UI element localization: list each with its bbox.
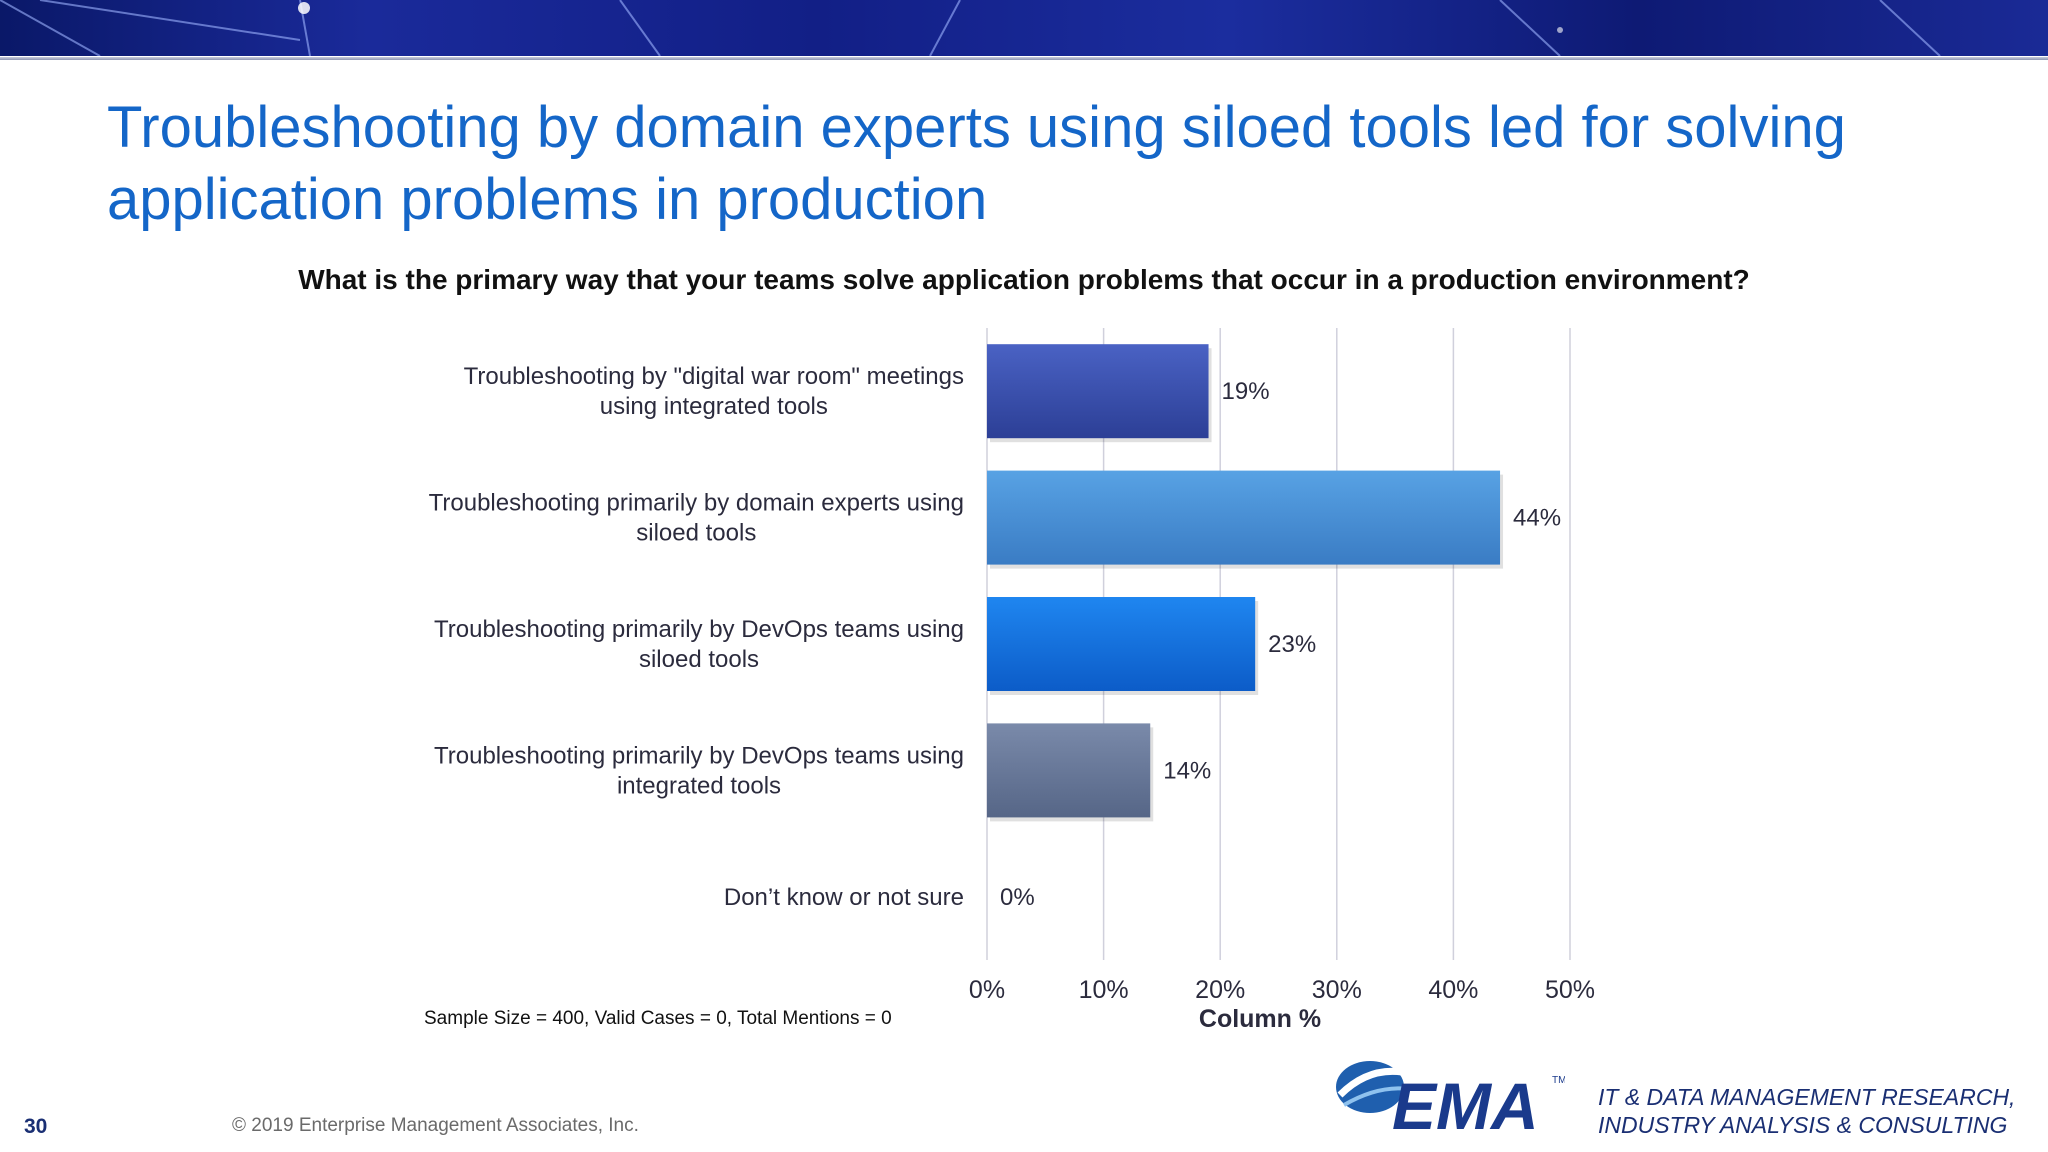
header-rule — [0, 57, 2048, 60]
logo-trademark: TM — [1552, 1075, 1565, 1086]
category-label: Troubleshooting primarily by domain expe… — [429, 490, 964, 517]
category-label: integrated tools — [617, 772, 781, 799]
data-label: 44% — [1513, 505, 1561, 532]
globe-swoosh-icon — [1336, 1061, 1411, 1113]
category-label: siloed tools — [639, 646, 759, 673]
network-decoration — [0, 0, 1941, 56]
tagline: IT & DATA MANAGEMENT RESEARCH, INDUSTRY … — [1598, 1083, 2015, 1139]
header-banner — [0, 0, 2048, 56]
data-label: 23% — [1268, 631, 1316, 658]
ema-logo: EMA TM — [1336, 1061, 1565, 1135]
bar — [987, 470, 1501, 565]
page-number: 30 — [24, 1115, 48, 1138]
slide-title: Troubleshooting by domain experts using … — [107, 95, 1846, 232]
category-label: Troubleshooting primarily by DevOps team… — [434, 616, 964, 643]
data-label: 0% — [1000, 884, 1035, 911]
x-tick-label: 0% — [969, 976, 1005, 1004]
x-tick-label: 20% — [1195, 976, 1245, 1004]
x-tick-label: 30% — [1312, 976, 1362, 1004]
category-label: siloed tools — [636, 520, 756, 547]
data-label: 14% — [1163, 757, 1211, 784]
x-tick-label: 10% — [1079, 976, 1129, 1004]
logo-text: EMA — [1392, 1069, 1539, 1135]
survey-question: What is the primary way that your teams … — [298, 264, 1750, 295]
category-label: Troubleshooting primarily by DevOps team… — [434, 742, 964, 769]
copyright-notice: © 2019 Enterprise Management Associates,… — [232, 1115, 639, 1136]
bar — [987, 597, 1256, 691]
labels: 0% 10% 20% 30% 40% 50% Column % 19% Troubleshoot… — [429, 363, 1595, 1033]
tagline-line-2: INDUSTRY ANALYSIS & CONSULTING — [1598, 1112, 2008, 1138]
sample-size-note: Sample Size = 400, Valid Cases = 0, Tota… — [424, 1008, 892, 1029]
data-label: 19% — [1222, 378, 1270, 405]
x-axis-title: Column % — [1199, 1005, 1321, 1033]
category-label: Don’t know or not sure — [724, 884, 964, 911]
bar — [987, 723, 1151, 818]
x-tick-label: 50% — [1545, 976, 1595, 1004]
tagline-line-1: IT & DATA MANAGEMENT RESEARCH, — [1598, 1084, 2016, 1110]
bar — [987, 344, 1209, 439]
category-label: using integrated tools — [600, 393, 828, 420]
category-label: Troubleshooting by "digital war room" me… — [464, 363, 964, 390]
x-tick-label: 40% — [1428, 976, 1478, 1004]
bars — [987, 344, 1504, 822]
